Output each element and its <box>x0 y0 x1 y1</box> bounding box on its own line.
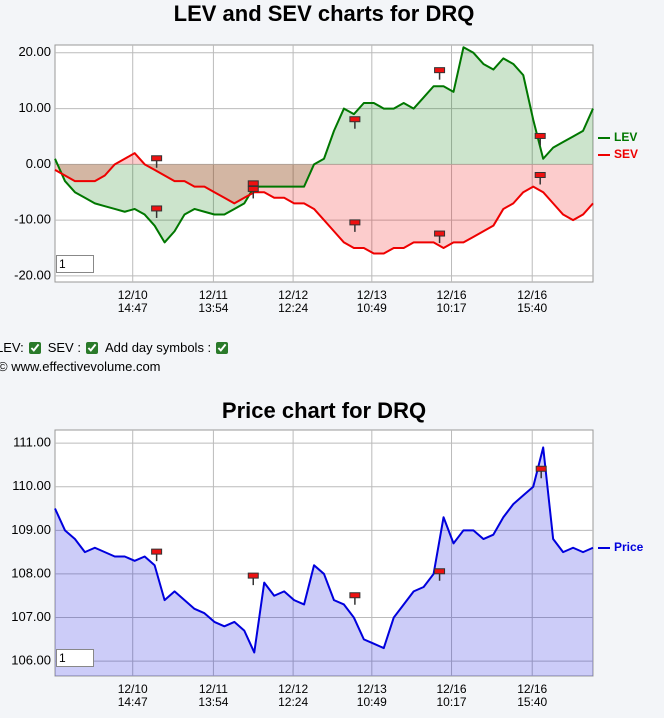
y-tick-label: 0.00 <box>26 156 51 171</box>
day-marker <box>434 230 446 237</box>
y-tick-label: 111.00 <box>13 435 51 450</box>
y-tick-label: 108.00 <box>11 565 51 580</box>
x-tick-label: 12/16 15:40 <box>517 682 548 709</box>
plot-area <box>54 429 594 677</box>
day-marker <box>434 568 446 575</box>
x-tick-label: 12/16 10:17 <box>436 682 467 709</box>
x-tick-label: 12/13 10:49 <box>356 288 387 315</box>
y-tick-label: 110.00 <box>12 478 51 493</box>
day-marker <box>151 155 163 162</box>
x-tick-label: 12/12 12:24 <box>278 682 309 709</box>
line <box>54 46 594 244</box>
x-tick-label: 12/13 10:49 <box>356 682 387 709</box>
checkbox[interactable] <box>216 341 229 354</box>
y-tick-label: 20.00 <box>18 44 51 59</box>
checkbox[interactable] <box>85 341 98 354</box>
zoom-input[interactable] <box>56 649 94 667</box>
day-marker <box>151 205 163 212</box>
y-tick-label: 106.00 <box>11 653 51 668</box>
line <box>54 446 594 654</box>
x-tick-label: 12/10 14:47 <box>117 682 148 709</box>
area <box>55 447 593 676</box>
x-tick-label: 12/11 13:54 <box>198 288 229 315</box>
checkbox[interactable] <box>28 341 41 354</box>
legend-label: Price <box>614 540 644 554</box>
y-tick-label: 107.00 <box>11 609 51 624</box>
day-marker <box>247 180 259 187</box>
credit: © www.effectivevolume.com <box>0 359 161 374</box>
chart-title: LEV and SEV charts for DRQ <box>174 1 475 26</box>
day-marker <box>349 592 361 599</box>
control-label: LEV: <box>0 340 24 355</box>
day-marker <box>349 116 361 123</box>
area <box>55 47 593 243</box>
day-marker <box>247 572 259 579</box>
x-tick-label: 12/16 15:40 <box>517 288 548 315</box>
day-marker <box>534 132 546 139</box>
day-marker <box>247 185 259 192</box>
y-tick-label: -20.00 <box>14 267 51 282</box>
series-controls: LEV: SEV : Add day symbols : <box>0 340 232 355</box>
x-tick-label: 12/11 13:54 <box>198 682 229 709</box>
day-marker <box>534 171 546 178</box>
area <box>55 153 593 254</box>
line <box>54 152 594 255</box>
legend-label: LEV <box>614 130 637 144</box>
chart-title: Price chart for DRQ <box>222 398 426 423</box>
x-tick-label: 12/10 14:47 <box>117 288 148 315</box>
y-tick-label: 10.00 <box>18 100 51 115</box>
control-label: SEV : <box>47 340 81 355</box>
x-tick-label: 12/12 12:24 <box>278 288 309 315</box>
legend-label: SEV <box>614 147 638 161</box>
y-tick-label: 109.00 <box>11 522 51 537</box>
y-tick-label: -10.00 <box>14 212 51 227</box>
x-tick-label: 12/16 10:17 <box>436 288 467 315</box>
control-label: Add day symbols : <box>104 340 212 355</box>
day-marker <box>151 548 163 555</box>
day-marker <box>434 67 446 74</box>
day-marker <box>535 465 547 472</box>
day-marker <box>349 219 361 226</box>
zoom-input[interactable] <box>56 255 94 273</box>
